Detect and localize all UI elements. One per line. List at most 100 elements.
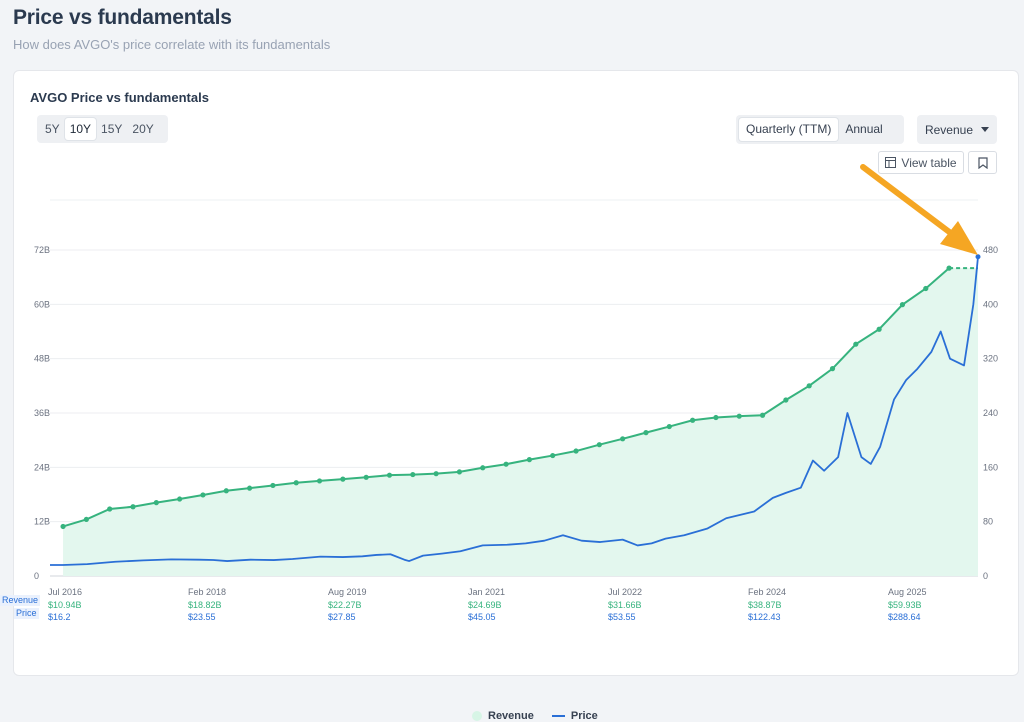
x-axis-tick-label: Aug 2025 bbox=[888, 587, 927, 597]
right-axis-tick-label: 320 bbox=[983, 354, 998, 364]
revenue-point bbox=[177, 496, 183, 502]
revenue-point bbox=[480, 465, 486, 471]
left-axis-tick-label: 0 bbox=[34, 571, 39, 581]
legend-revenue-label: Revenue bbox=[488, 710, 534, 722]
revenue-point bbox=[923, 285, 929, 292]
price-value-label: $27.85 bbox=[328, 612, 356, 622]
revenue-point bbox=[363, 474, 369, 480]
card-title: AVGO Price vs fundamentals bbox=[30, 90, 209, 105]
revenue-point bbox=[433, 471, 439, 477]
legend-revenue-swatch bbox=[472, 711, 482, 721]
row-label-price: Price bbox=[14, 608, 39, 619]
revenue-area bbox=[63, 268, 978, 576]
revenue-point bbox=[270, 482, 276, 489]
left-axis-tick-label: 48B bbox=[34, 354, 50, 364]
metric-dropdown-label: Revenue bbox=[924, 122, 974, 137]
revenue-value-label: $18.82B bbox=[188, 600, 222, 610]
metric-dropdown[interactable]: Revenue bbox=[917, 115, 997, 144]
left-axis-tick-label: 72B bbox=[34, 245, 50, 255]
revenue-point bbox=[643, 430, 649, 436]
revenue-point bbox=[410, 471, 416, 478]
revenue-value-label: $22.27B bbox=[328, 600, 362, 610]
bookmark-icon bbox=[977, 156, 988, 169]
legend-price-label: Price bbox=[570, 710, 598, 722]
price-value-label: $16.2 bbox=[48, 612, 71, 622]
revenue-point bbox=[596, 442, 602, 448]
revenue-point bbox=[620, 436, 626, 442]
period-selector: Quarterly (TTM) Annual bbox=[736, 115, 904, 144]
view-table-label: View table bbox=[901, 155, 957, 170]
revenue-point bbox=[899, 302, 906, 308]
revenue-point bbox=[876, 326, 882, 332]
left-axis-tick-label: 12B bbox=[34, 517, 50, 527]
left-axis-tick-label: 24B bbox=[34, 462, 50, 472]
period-quarterly-button[interactable]: Quarterly (TTM) bbox=[739, 118, 839, 141]
revenue-point bbox=[573, 448, 579, 454]
revenue-point bbox=[246, 485, 253, 491]
revenue-point bbox=[853, 341, 859, 347]
revenue-point bbox=[223, 488, 229, 494]
right-axis-tick-label: 480 bbox=[983, 245, 998, 255]
revenue-point bbox=[130, 504, 136, 510]
right-axis-tick-label: 80 bbox=[983, 517, 993, 527]
range-15y-button[interactable]: 15Y bbox=[101, 122, 123, 136]
price-value-label: $53.55 bbox=[608, 612, 636, 622]
revenue-point bbox=[946, 265, 952, 271]
price-line bbox=[50, 256, 979, 566]
right-axis-tick-label: 240 bbox=[983, 408, 998, 418]
left-axis-tick-label: 60B bbox=[34, 299, 50, 309]
view-table-button[interactable]: View table bbox=[878, 151, 964, 174]
legend-price-swatch bbox=[551, 715, 565, 717]
revenue-value-label: $31.66B bbox=[608, 600, 642, 610]
x-axis-tick-label: Feb 2024 bbox=[748, 587, 786, 597]
x-axis-tick-label: Feb 2018 bbox=[188, 587, 226, 597]
price-value-label: $288.64 bbox=[888, 612, 921, 622]
revenue-point bbox=[783, 397, 789, 403]
revenue-point bbox=[666, 423, 672, 430]
row-label-revenue: Revenue bbox=[0, 595, 41, 606]
revenue-point bbox=[83, 516, 89, 523]
revenue-point bbox=[503, 461, 509, 467]
left-axis-tick-label: 36B bbox=[34, 408, 50, 418]
revenue-point bbox=[293, 480, 299, 486]
range-10y-button[interactable]: 10Y bbox=[64, 118, 97, 140]
right-axis-tick-label: 160 bbox=[983, 462, 998, 472]
revenue-point bbox=[736, 413, 742, 419]
right-axis-tick-label: 400 bbox=[983, 299, 998, 309]
legend-price[interactable]: Price bbox=[551, 710, 598, 722]
x-axis-tick-label: Jul 2022 bbox=[608, 587, 642, 597]
revenue-point bbox=[713, 414, 719, 421]
period-annual-button[interactable]: Annual bbox=[845, 122, 883, 136]
revenue-value-label: $38.87B bbox=[748, 600, 782, 610]
right-axis-tick-label: 0 bbox=[983, 571, 988, 581]
revenue-point bbox=[340, 476, 346, 482]
revenue-point bbox=[690, 417, 696, 423]
revenue-point bbox=[550, 452, 556, 459]
price-value-label: $45.05 bbox=[468, 612, 496, 622]
legend-revenue[interactable]: Revenue bbox=[472, 710, 534, 722]
revenue-point bbox=[759, 412, 766, 418]
revenue-point bbox=[526, 457, 532, 463]
arrow-annotation-head bbox=[940, 221, 978, 255]
revenue-point bbox=[107, 506, 113, 512]
revenue-point bbox=[200, 492, 206, 498]
price-value-label: $23.55 bbox=[188, 612, 216, 622]
range-5y-button[interactable]: 5Y bbox=[45, 122, 60, 136]
price-latest-point bbox=[975, 254, 981, 260]
revenue-point bbox=[386, 472, 393, 478]
x-axis-tick-label: Aug 2019 bbox=[328, 587, 367, 597]
arrow-annotation bbox=[860, 164, 955, 237]
price-vs-revenue-chart: 0 12B 24B 36B 48B 60B 72B 0 80 160 240 320 400 480 Jul… bbox=[34, 164, 998, 622]
revenue-point bbox=[456, 469, 463, 475]
chart-legend: Revenue Price bbox=[472, 710, 598, 722]
chevron-down-icon bbox=[981, 127, 990, 132]
price-value-label: $122.43 bbox=[748, 612, 781, 622]
range-20y-button[interactable]: 20Y bbox=[132, 122, 154, 136]
revenue-value-label: $59.93B bbox=[888, 600, 922, 610]
x-axis-tick-label: Jul 2016 bbox=[48, 587, 82, 597]
bookmark-button[interactable] bbox=[968, 151, 997, 174]
revenue-point bbox=[153, 500, 159, 506]
page-title: Price vs fundamentals bbox=[13, 6, 232, 29]
page-subtitle: How does AVGO's price correlate with its… bbox=[13, 37, 331, 52]
revenue-point bbox=[806, 383, 812, 389]
